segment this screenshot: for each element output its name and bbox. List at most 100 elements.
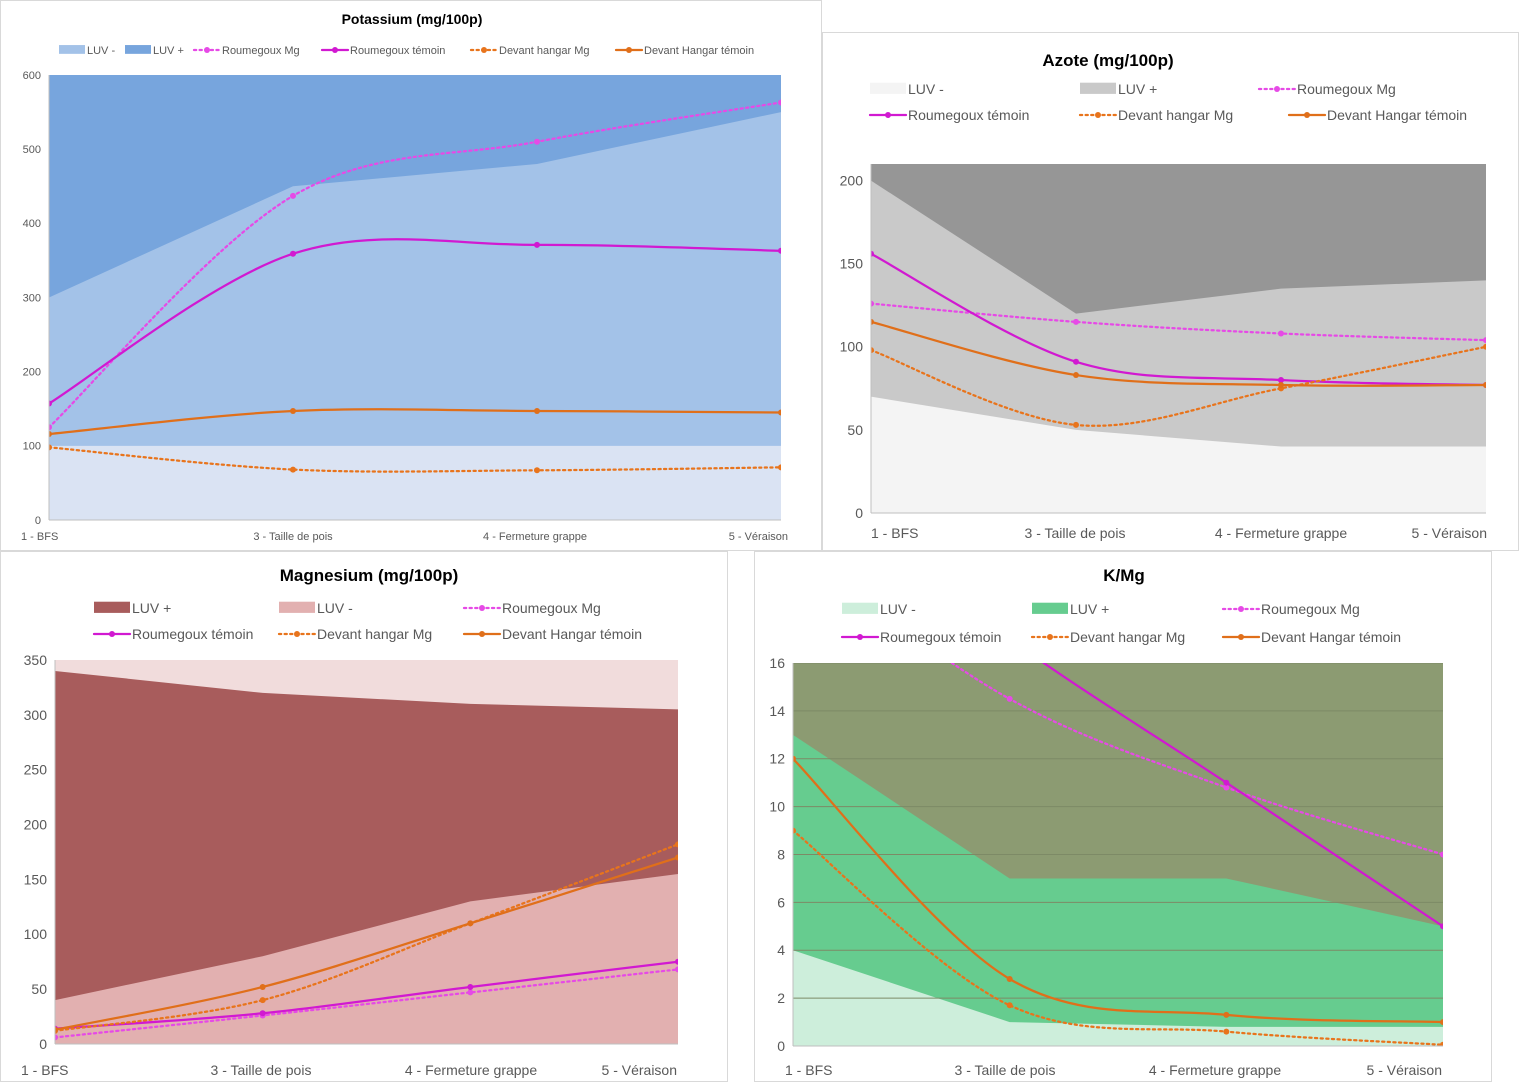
legend-item-luv: LUV + [1080, 81, 1157, 97]
legend-item-luv: LUV + [125, 45, 184, 57]
data-point-devant-hangar-temoin [778, 409, 781, 416]
data-point-devant-hangar-temoin [1440, 1019, 1443, 1026]
legend-marker [1274, 86, 1280, 92]
series-line-devant-hangar-mg [55, 843, 678, 1032]
legend-marker [481, 47, 487, 53]
legend-marker [479, 631, 485, 637]
data-point-roumegoux-mg [1073, 318, 1079, 325]
y-tick-label: 200 [840, 173, 864, 189]
y-tick-label: 200 [24, 816, 48, 832]
chart-svg-azote: 0 50 100 150 200 1 - BFS 3 - Taille de pois 4 -… [840, 51, 1487, 541]
y-tick-label: 50 [847, 422, 863, 438]
y-tick-label: 14 [769, 703, 785, 719]
data-point-devant-hangar-mg [1440, 1041, 1443, 1046]
data-point-devant-hangar-mg [259, 997, 266, 1004]
y-tick-label: 350 [24, 652, 48, 668]
y-tick-label: 100 [23, 441, 41, 453]
legend-item-luv: LUV + [94, 600, 171, 616]
series-line-roumegoux-mg [55, 968, 678, 1039]
legend-label: Roumegoux Mg [1297, 81, 1396, 97]
data-point-roumegoux-temoin [1223, 779, 1230, 786]
data-point-devant-hangar-temoin [290, 407, 296, 414]
x-tick-label: 1 - BFS [785, 1062, 832, 1078]
legend-swatch [94, 601, 130, 613]
y-tick-label: 200 [23, 367, 41, 379]
legend-label: LUV + [132, 600, 171, 616]
legend-label: LUV + [1070, 601, 1109, 617]
legend-marker [1238, 606, 1244, 612]
series-line-roumegoux-temoin [49, 238, 781, 405]
legend-item-roumegoux-temoin: Roumegoux témoin [840, 629, 1001, 645]
area-bottom-band [49, 445, 781, 520]
y-tick-label: 400 [23, 218, 41, 230]
data-point-devant-hangar-temoin [793, 755, 796, 762]
y-tick-label: 2 [777, 990, 785, 1006]
y-tick-label: 0 [39, 1036, 47, 1052]
legend-item-devant-hangar-mg: Devant hangar Mg [1078, 107, 1233, 123]
chart-magnesium: 0 50 100 150 200 250 300 350 1 - BFS 3 - Taille d… [0, 551, 728, 1082]
data-point-devant-hangar-mg [1006, 1002, 1013, 1009]
y-tick-label: 250 [24, 762, 48, 778]
legend-item-devant-hangar-mg: Devant hangar Mg [1030, 629, 1185, 645]
area-luv [871, 396, 1486, 513]
legend-item-devant-hangar-temoin: Devant Hangar témoin [1221, 629, 1401, 645]
series-line-roumegoux-temoin [1041, 663, 1443, 928]
data-point-roumegoux-mg [675, 966, 678, 973]
legend-item-roumegoux-mg: Roumegoux Mg [1257, 81, 1396, 97]
chart-title: Azote (mg/100p) [1042, 51, 1173, 70]
data-point-roumegoux-temoin [1440, 923, 1443, 930]
x-tick-label: 4 - Fermeture grappe [483, 531, 587, 543]
chart-title: K/Mg [1103, 566, 1145, 585]
y-tick-label: 50 [31, 981, 47, 997]
data-point-roumegoux-temoin [49, 400, 52, 407]
legend-item-devant-hangar-temoin: Devant Hangar témoin [1287, 107, 1467, 123]
y-tick-label: 150 [24, 871, 48, 887]
legend-label: Roumegoux témoin [350, 45, 445, 57]
legend-label: Devant Hangar témoin [1261, 629, 1401, 645]
y-tick-label: 0 [855, 505, 863, 521]
data-point-devant-hangar-mg [793, 827, 796, 834]
legend-label: Roumegoux Mg [222, 45, 300, 57]
x-tick-label: 1 - BFS [21, 1062, 68, 1078]
series-line-devant-hangar-mg [49, 446, 781, 473]
plot-area [49, 75, 781, 520]
legend-marker [626, 47, 632, 53]
data-point-devant-hangar-mg [290, 466, 296, 473]
x-tick-label: 5 - Véraison [1412, 525, 1487, 541]
area-luv [793, 950, 1443, 1046]
area-luv [55, 873, 678, 1044]
plot-area [55, 660, 678, 1044]
y-tick-label: 0 [35, 515, 41, 527]
y-tick-label: 150 [840, 256, 864, 272]
legend-label: LUV + [1118, 81, 1157, 97]
legend-item-roumegoux-mg: Roumegoux Mg [462, 600, 601, 616]
legend-label: LUV - [880, 601, 916, 617]
legend-marker [1047, 634, 1053, 640]
data-point-roumegoux-mg [871, 300, 874, 307]
legend-label: Roumegoux Mg [1261, 601, 1360, 617]
data-point-roumegoux-temoin [675, 958, 678, 965]
legend-item-devant-hangar-temoin: Devant Hangar témoin [614, 45, 754, 57]
data-point-roumegoux-temoin [1073, 358, 1079, 365]
data-point-devant-hangar-mg [1223, 1028, 1230, 1035]
data-point-devant-hangar-temoin [259, 983, 266, 990]
x-tick-label: 1 - BFS [21, 531, 58, 543]
chart-title: Magnesium (mg/100p) [280, 566, 459, 585]
legend-item-devant-hangar-temoin: Devant Hangar témoin [462, 626, 642, 642]
x-tick-label: 5 - Véraison [729, 531, 788, 543]
legend-marker [857, 634, 863, 640]
legend-item-roumegoux-temoin: Roumegoux témoin [320, 45, 445, 57]
chart-svg-magnesium: 0 50 100 150 200 250 300 350 1 - BFS 3 - Taille d… [21, 566, 678, 1078]
legend-item-luv: LUV - [59, 45, 115, 57]
data-point-roumegoux-temoin [534, 241, 540, 248]
legend-swatch [59, 45, 85, 54]
data-point-roumegoux-mg [1483, 337, 1486, 344]
series-line-roumegoux-mg [949, 663, 1443, 856]
y-tick-label: 300 [24, 707, 48, 723]
series-line-devant-hangar-mg [871, 345, 1486, 427]
legend-item-roumegoux-temoin: Roumegoux témoin [92, 626, 253, 642]
legend-marker [109, 631, 115, 637]
legend-label: Roumegoux témoin [908, 107, 1029, 123]
data-point-devant-hangar-mg [871, 347, 874, 354]
legend-swatch [1032, 602, 1068, 614]
